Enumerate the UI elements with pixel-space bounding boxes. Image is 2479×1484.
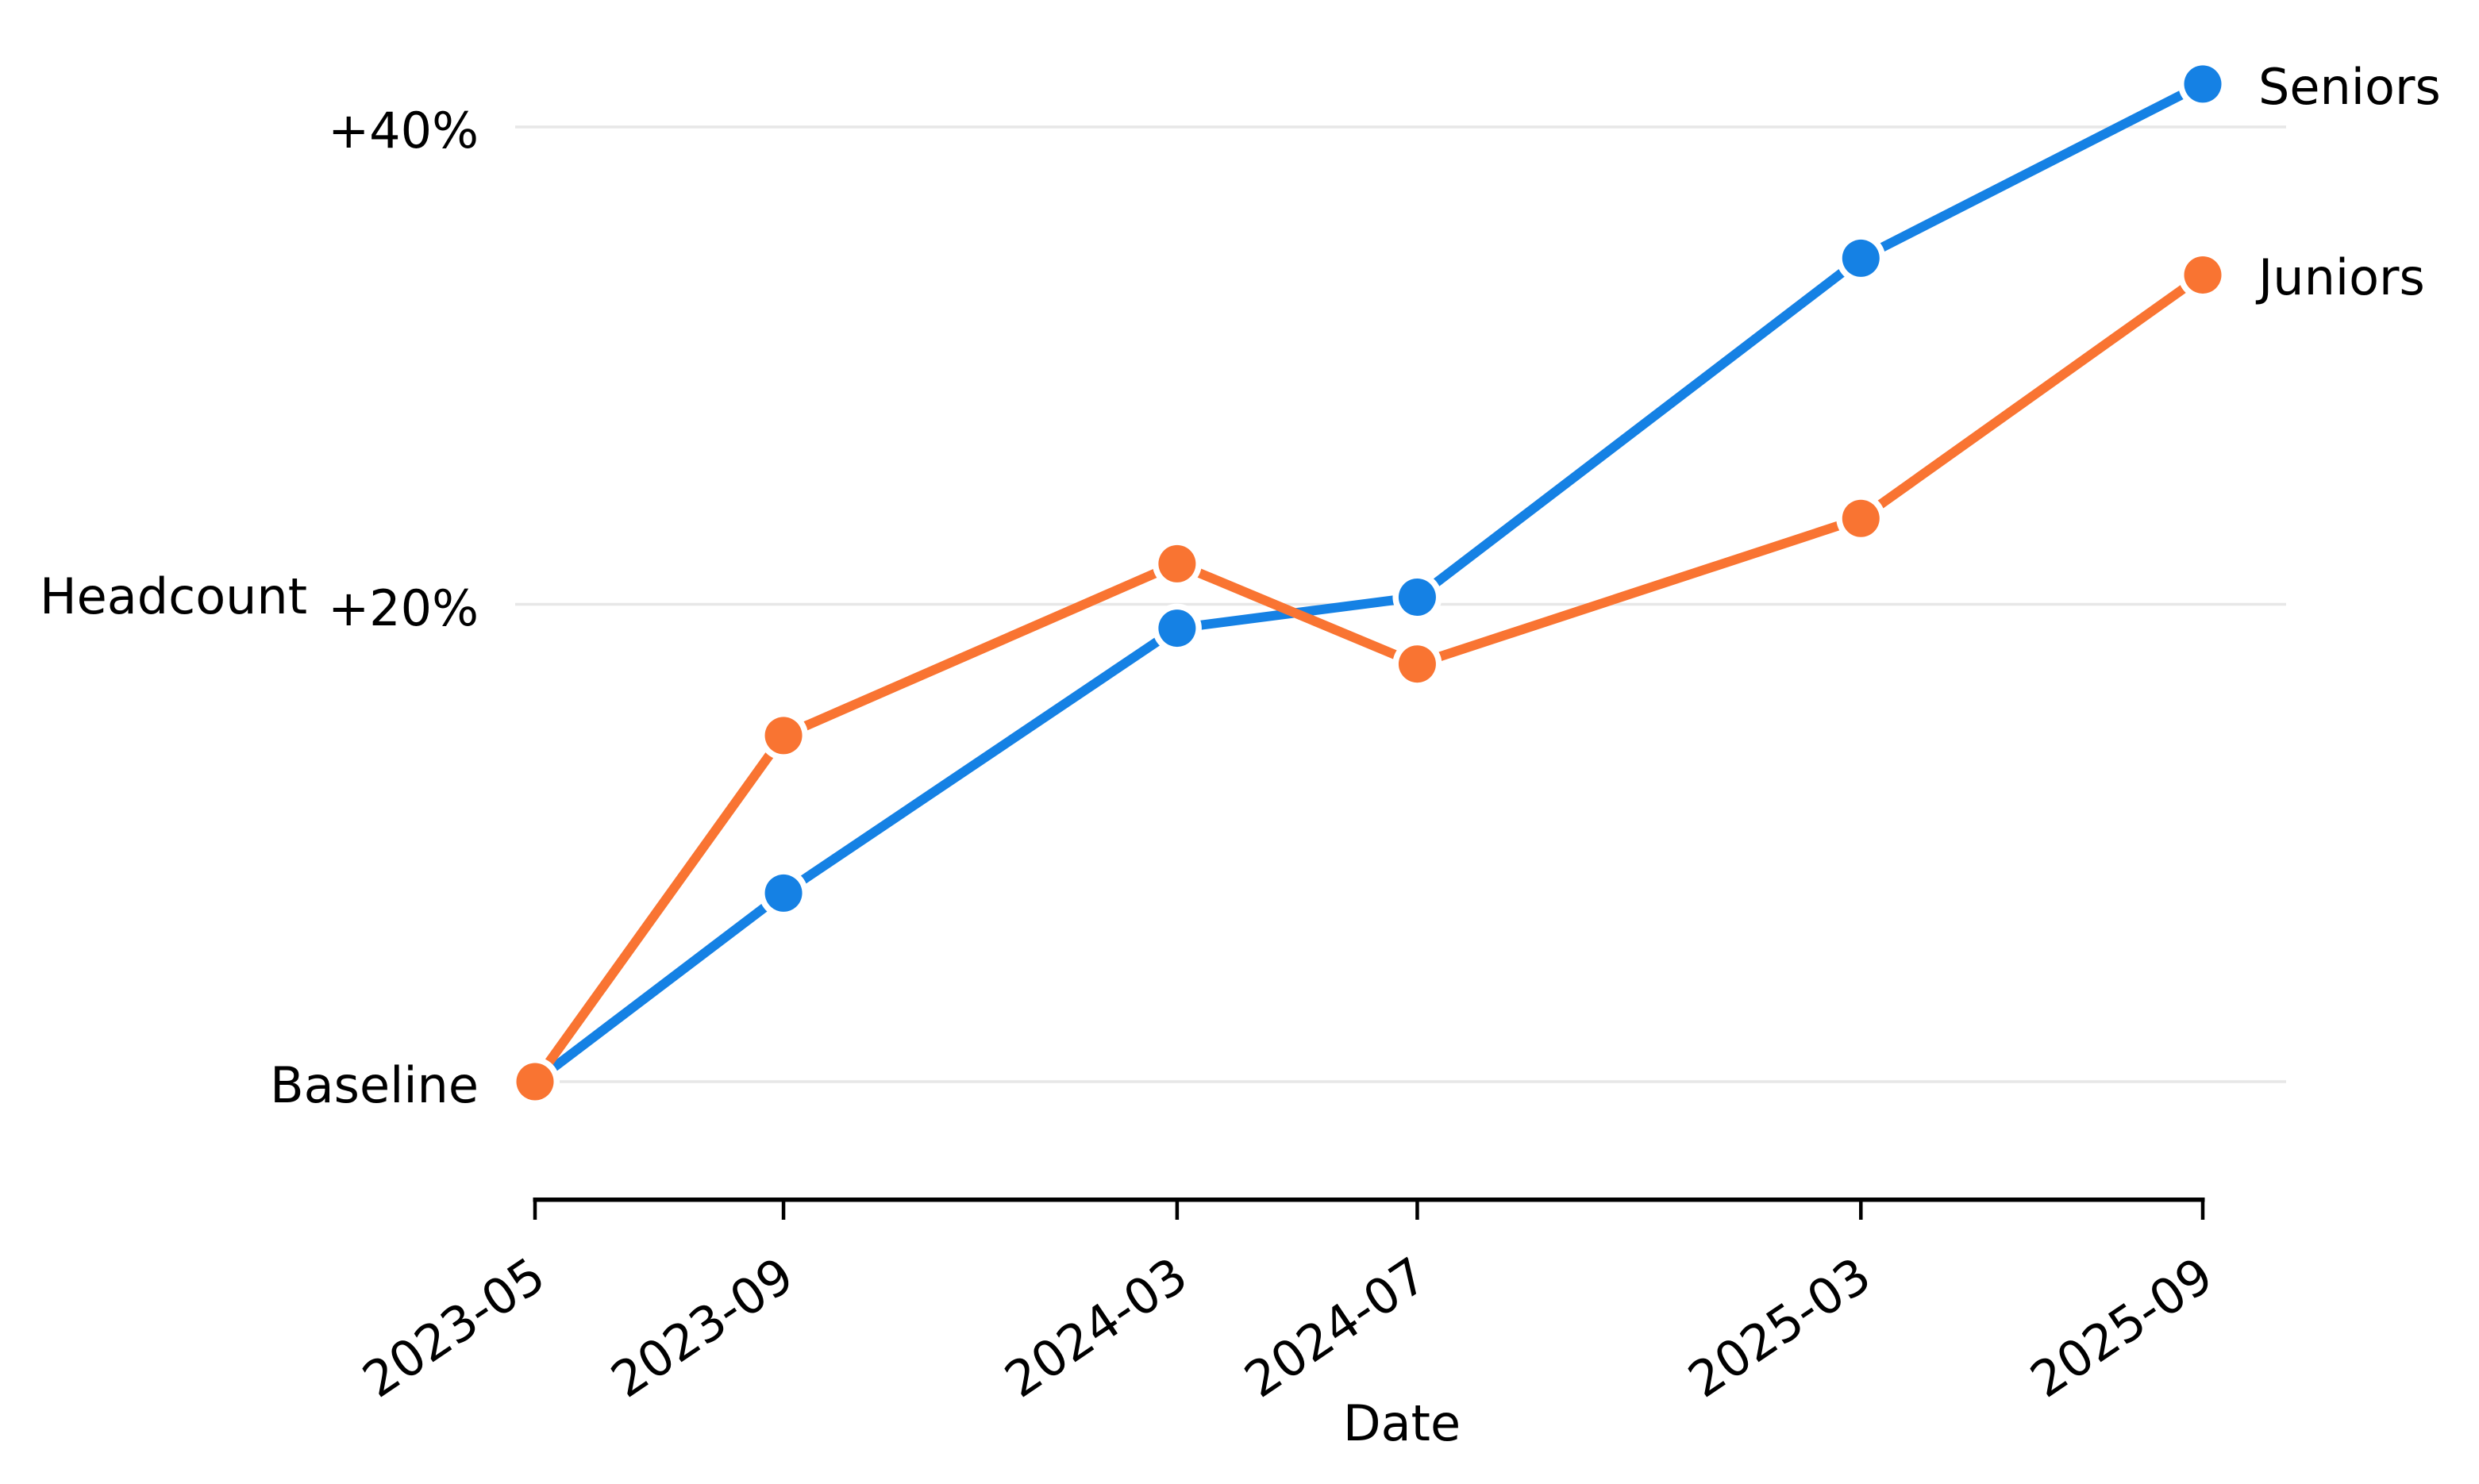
x-axis-tick-2023-09 xyxy=(781,1198,786,1220)
y-axis-title: Headcount xyxy=(40,567,308,625)
juniors-point xyxy=(1158,544,1196,582)
x-axis-tick-2024-07 xyxy=(1415,1198,1419,1220)
y-tick-label-+20%: +20% xyxy=(328,579,479,637)
juniors-point xyxy=(1842,499,1880,537)
x-axis-spine xyxy=(533,1198,2205,1202)
seniors-point xyxy=(1158,609,1196,648)
x-axis-title: Date xyxy=(1342,1394,1461,1452)
x-axis-tick-2025-09 xyxy=(2200,1198,2205,1220)
x-axis-tick-2024-03 xyxy=(1175,1198,1180,1220)
x-axis-tick-2023-05 xyxy=(533,1198,537,1220)
juniors-line xyxy=(531,271,2206,1085)
seniors-point xyxy=(2184,65,2222,103)
seniors-point xyxy=(1842,239,1880,277)
x-axis-tick-2025-03 xyxy=(1859,1198,1863,1220)
legend-label-seniors: Seniors xyxy=(2258,57,2441,116)
seniors-point xyxy=(764,874,803,912)
seniors-line xyxy=(532,79,2205,1086)
y-tick-label-+40%: +40% xyxy=(328,102,479,160)
seniors-point xyxy=(1398,578,1436,616)
juniors-point xyxy=(764,717,803,755)
legend-label-juniors: Juniors xyxy=(2258,248,2425,307)
juniors-point xyxy=(1398,645,1436,683)
y-tick-label-Baseline: Baseline xyxy=(270,1056,479,1114)
juniors-point xyxy=(516,1063,554,1101)
juniors-point xyxy=(2184,256,2222,294)
